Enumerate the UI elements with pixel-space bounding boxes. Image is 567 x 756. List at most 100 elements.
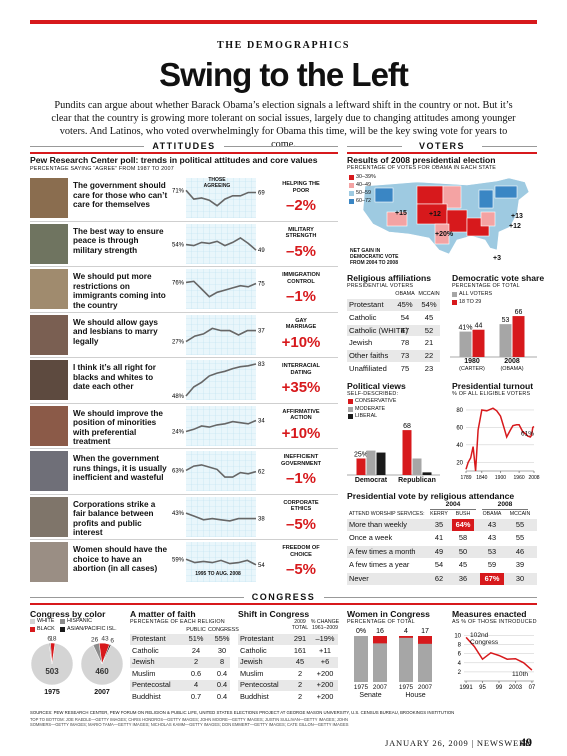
cell: 2 <box>297 692 303 701</box>
trend-line <box>185 363 257 397</box>
change: –5% <box>285 242 317 260</box>
trend-line <box>185 236 257 251</box>
group-label: Senate <box>359 692 382 699</box>
photo <box>30 451 68 491</box>
cell: 39 <box>515 560 525 570</box>
cell: 73 <box>400 351 410 361</box>
change: –5% <box>285 561 317 578</box>
cell: 36 <box>458 573 468 583</box>
value-label: 48% <box>172 394 185 400</box>
line-chart: 2 4 6 8 10 1991 95 99 2003 07 <box>454 634 536 691</box>
chart-title: Women in Congress <box>347 609 430 619</box>
line-chart: 20 40 60 80 1789 1840 1900 1960 2008 61% <box>456 407 540 481</box>
statement: The government should care for those who… <box>73 181 168 210</box>
cell: 2 <box>193 657 199 667</box>
chart-subtitle: AS % OF THOSE INTRODUCED <box>452 619 537 625</box>
state-region <box>416 185 444 205</box>
measure-label: GAY MARRIAGE <box>285 317 317 331</box>
state-region <box>446 209 468 233</box>
pie-slice <box>30 642 74 686</box>
year-header: 2008 <box>497 501 513 508</box>
cell: 45 <box>295 657 305 667</box>
legend-swatch <box>60 619 65 624</box>
value-label: 16 <box>376 628 384 635</box>
change: +35% <box>281 379 321 396</box>
legend-swatch <box>349 199 354 204</box>
row-band <box>347 299 440 311</box>
trend-line <box>185 511 256 522</box>
legend-swatch <box>349 191 354 196</box>
value-label: 71% <box>172 188 185 194</box>
trend-line <box>185 419 257 432</box>
chart-title: Congress by color <box>30 609 106 619</box>
top-rule <box>30 20 537 24</box>
cell: 21 <box>424 338 434 348</box>
bar-chart: 0% 16 4 17 <box>354 628 432 682</box>
photo <box>30 542 68 582</box>
photo <box>30 360 68 400</box>
heading-underline <box>347 152 537 154</box>
group-label: House <box>405 692 426 699</box>
value-label: 54% <box>172 242 185 248</box>
value-label: 53 <box>502 317 510 324</box>
value-label: 63% <box>172 468 185 474</box>
total-bar <box>418 636 432 682</box>
state-region <box>494 185 518 199</box>
gain-label: +15 <box>395 210 407 217</box>
legend-swatch <box>452 300 457 305</box>
column-header: BUSH <box>455 511 471 517</box>
row-band <box>238 634 338 645</box>
photo <box>30 314 68 355</box>
pie-slice <box>101 644 112 665</box>
row-rule <box>30 402 338 404</box>
column-header: PUBLIC <box>186 627 206 633</box>
value-label: 17 <box>421 628 429 635</box>
category-label: 1975 <box>353 684 369 691</box>
legend-swatch <box>349 175 354 180</box>
row-band <box>347 311 440 324</box>
section-heading: VOTERS <box>402 141 482 151</box>
cell: 55% <box>214 634 230 643</box>
y-tick-label: 6 <box>458 652 462 658</box>
bar <box>472 329 485 357</box>
value-label: 68 <box>403 423 411 430</box>
gain-label: +20% <box>435 231 454 238</box>
cell: 49 <box>434 546 444 556</box>
cell: 43 <box>487 533 497 543</box>
bar <box>399 636 413 638</box>
value-label: 27% <box>172 339 185 345</box>
row-rule <box>30 311 338 313</box>
section-heading: CONGRESS <box>243 592 324 602</box>
statement: We should allow gays and lesbians to mar… <box>73 317 158 346</box>
category-label: 2007 <box>417 684 433 691</box>
row-rule <box>30 220 338 222</box>
cell: 35 <box>434 520 444 529</box>
category-sublabel: (CARTER) <box>459 366 485 372</box>
cell: 59 <box>487 560 497 570</box>
row-label: Jewish <box>240 657 263 667</box>
row-band <box>130 680 230 691</box>
value-label: 24% <box>172 429 185 435</box>
row-band <box>347 545 537 559</box>
annotation: THOSE AGREEING <box>203 177 231 189</box>
change: –2% <box>285 197 317 214</box>
gain-label: +12 <box>429 211 441 218</box>
gain-label: +13 <box>511 213 523 220</box>
value-label: 83 <box>258 362 265 368</box>
legend-swatch <box>348 406 353 412</box>
chart-title: Religious affiliations <box>347 273 432 283</box>
cell: –19% <box>315 634 335 643</box>
row-rule <box>30 539 338 540</box>
slice-label: 43 <box>101 636 109 643</box>
trend-chart: 76% 75 <box>172 269 265 309</box>
credits: TOP TO BOTTOM: JOE RAEDLE—GETTY IMAGES; … <box>30 717 349 727</box>
bar-chart: 41% 53 44 66 <box>450 309 537 358</box>
legend-swatch <box>452 292 457 297</box>
column-header: MCCAIN <box>418 291 440 297</box>
cell: 24 <box>191 645 201 655</box>
row-band <box>347 519 537 532</box>
statement: We should improve the position of minori… <box>73 408 163 447</box>
cell: 22 <box>424 351 434 361</box>
statement: I think it’s all right for blacks and wh… <box>73 363 156 392</box>
